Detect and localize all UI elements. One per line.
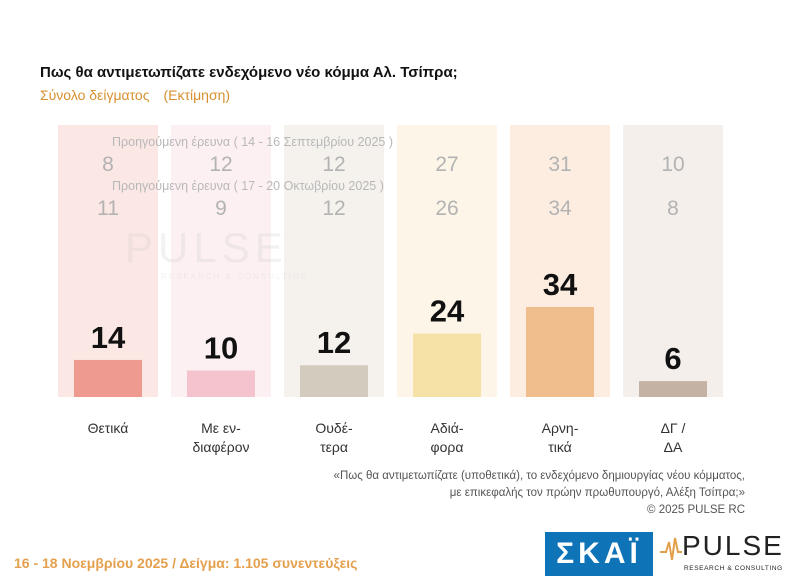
previous-value: 10: [661, 153, 684, 176]
previous-value: 9: [215, 197, 227, 220]
category-label: τερα: [320, 439, 348, 455]
category-column: [284, 125, 384, 397]
previous-value: 12: [322, 153, 345, 176]
category-label: ΔΓ /: [661, 420, 686, 436]
category-label: φορα: [431, 439, 464, 455]
pulse-wave-icon: [660, 537, 682, 561]
category-label: Με εν-: [201, 420, 241, 436]
question-footnote: «Πως θα αντιμετωπίζατε (υποθετικά), το ε…: [334, 468, 745, 519]
category-label: διαφέρον: [192, 439, 249, 455]
skai-logo: ΣΚΑΪ: [545, 532, 653, 576]
bar-value-label: 12: [317, 325, 351, 360]
bar-value-label: 24: [430, 293, 465, 328]
previous-value: 27: [435, 153, 458, 176]
pulse-logo-text: PULSE: [682, 530, 784, 561]
category-label: Αρνη-: [542, 420, 579, 436]
previous-survey-label-2: Προηγούμενη έρευνα ( 17 - 20 Οκτωβρίου 2…: [112, 179, 384, 193]
watermark-tagline: RESEARCH & CONSULTING: [161, 272, 310, 281]
bar: [187, 370, 255, 397]
survey-date-sample: 16 - 18 Νοεμβρίου 2025 / Δείγμα: 1.105 σ…: [14, 555, 358, 571]
bar: [526, 307, 594, 397]
bar: [74, 359, 142, 397]
bar-value-label: 14: [91, 320, 126, 355]
previous-value: 11: [97, 197, 119, 220]
pulse-logo-tagline: RESEARCH & CONSULTING: [684, 565, 783, 572]
bar: [300, 365, 368, 397]
category-label: τικά: [548, 439, 572, 455]
subtitle-sample: Σύνολο δείγματος: [40, 87, 150, 103]
pulse-watermark: PULSE RESEARCH & CONSULTING: [125, 224, 309, 281]
category-column: [58, 125, 158, 397]
bar-value-label: 10: [204, 331, 238, 366]
chart-subtitle: Σύνολο δείγματος (Εκτίμηση): [40, 87, 230, 103]
chart-title: Πως θα αντιμετωπίζατε ενδεχόμενο νέο κόμ…: [40, 64, 458, 81]
category-label: Ουδέ-: [315, 420, 353, 436]
previous-value: 12: [209, 153, 232, 176]
bar-value-label: 34: [543, 267, 578, 302]
bar: [639, 381, 707, 397]
previous-value: 34: [548, 197, 572, 220]
previous-survey-label-1: Προηγούμενη έρευνα ( 14 - 16 Σεπτεμβρίου…: [112, 135, 394, 149]
footnote-line-1: «Πως θα αντιμετωπίζατε (υποθετικά), το ε…: [333, 470, 745, 482]
previous-value: 8: [667, 197, 679, 220]
previous-value: 8: [102, 153, 114, 176]
skai-logo-text: ΣΚΑΪ: [556, 537, 642, 570]
category-column: [171, 125, 271, 397]
bar-value-label: 6: [664, 341, 681, 376]
previous-value: 31: [548, 153, 571, 176]
previous-value: 12: [322, 197, 345, 220]
bar: [413, 333, 481, 397]
footnote-line-2: με επικεφαλής τον πρώην πρωθυπουργό, Αλέ…: [449, 487, 745, 499]
category-column: [623, 125, 723, 397]
previous-value: 26: [435, 197, 458, 220]
watermark-brand: PULSE: [125, 224, 288, 271]
bar-chart: 8 11 14 Θετικά 12 9 10 Με εν-διαφέρον 12 12 12 Ουδέ…: [58, 125, 723, 455]
category-label: ΔΑ: [664, 439, 683, 455]
pulse-logo: PULSE RESEARCH & CONSULTING: [660, 530, 782, 578]
subtitle-estimate-tag: (Εκτίμηση): [163, 87, 231, 103]
copyright-line: © 2025 PULSE RC: [647, 504, 745, 516]
category-label: Θετικά: [88, 420, 129, 436]
category-label: Αδιά-: [431, 420, 464, 436]
